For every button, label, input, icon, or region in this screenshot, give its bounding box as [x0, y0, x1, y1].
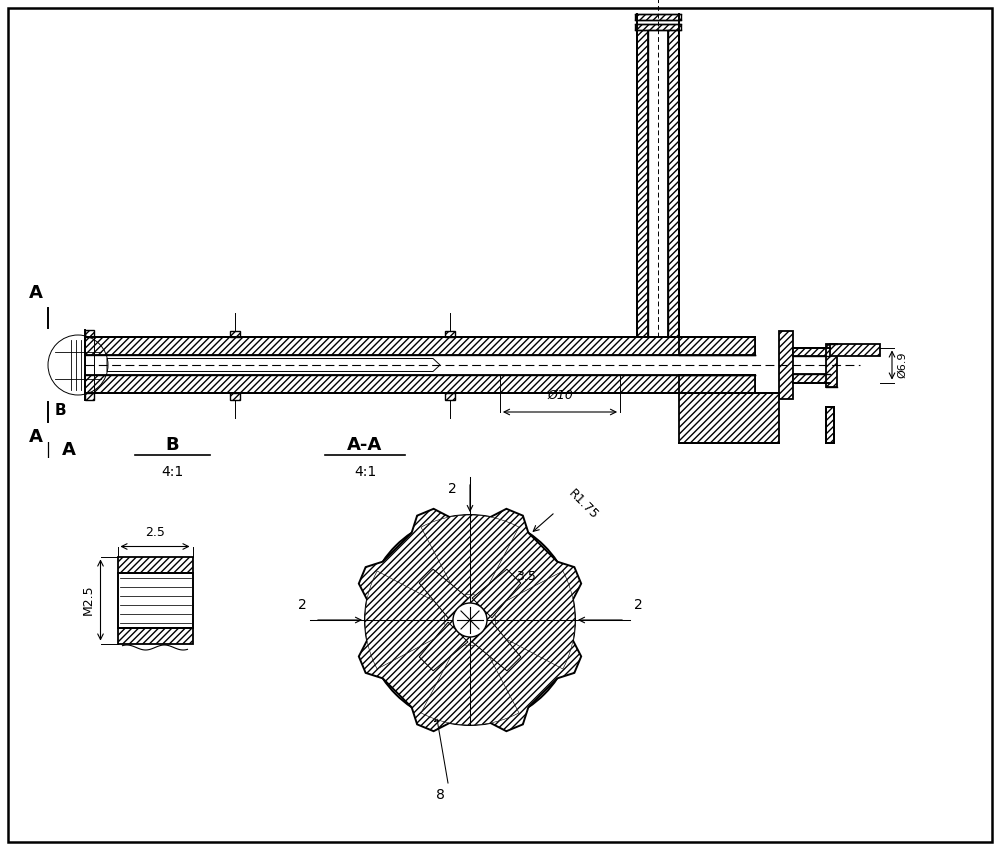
Circle shape — [365, 515, 575, 725]
Polygon shape — [826, 407, 834, 443]
Polygon shape — [779, 331, 793, 399]
Text: M2.5: M2.5 — [82, 585, 94, 615]
Text: 4:1: 4:1 — [161, 465, 183, 479]
Polygon shape — [635, 24, 681, 30]
Text: R1.75: R1.75 — [565, 486, 600, 522]
Text: A: A — [62, 441, 76, 459]
Text: B: B — [55, 403, 67, 417]
Polygon shape — [419, 622, 468, 671]
Bar — [118, 573, 192, 627]
Polygon shape — [830, 343, 880, 356]
Polygon shape — [472, 570, 521, 618]
Text: 3.5: 3.5 — [516, 570, 536, 583]
Text: 2: 2 — [634, 598, 642, 612]
Text: 2: 2 — [298, 598, 306, 612]
Polygon shape — [118, 627, 192, 643]
Polygon shape — [118, 557, 192, 573]
Polygon shape — [637, 30, 648, 337]
Polygon shape — [419, 570, 468, 618]
Polygon shape — [421, 643, 519, 725]
Polygon shape — [472, 622, 521, 671]
Polygon shape — [359, 509, 581, 731]
Polygon shape — [365, 571, 447, 669]
Text: 2: 2 — [448, 482, 456, 496]
Text: Ø6.9: Ø6.9 — [897, 352, 907, 378]
Polygon shape — [85, 375, 755, 393]
Polygon shape — [668, 30, 679, 337]
Text: B: B — [165, 436, 179, 454]
Polygon shape — [230, 393, 240, 400]
Polygon shape — [793, 374, 830, 382]
Polygon shape — [826, 343, 837, 387]
Text: 8: 8 — [436, 788, 444, 802]
Polygon shape — [679, 393, 779, 443]
Polygon shape — [85, 337, 755, 355]
Text: A: A — [29, 284, 43, 302]
Text: A-A: A-A — [347, 436, 383, 454]
Circle shape — [453, 603, 487, 637]
Polygon shape — [493, 571, 575, 669]
Polygon shape — [445, 393, 455, 400]
Polygon shape — [85, 330, 94, 337]
Text: |: | — [45, 442, 51, 458]
Text: 2.5: 2.5 — [145, 526, 165, 540]
Polygon shape — [445, 331, 455, 337]
Text: 4:1: 4:1 — [354, 465, 376, 479]
Text: Ø10: Ø10 — [547, 389, 573, 402]
Polygon shape — [85, 393, 94, 400]
Polygon shape — [793, 348, 830, 356]
Polygon shape — [679, 337, 755, 355]
Polygon shape — [635, 14, 681, 20]
Polygon shape — [230, 331, 240, 337]
Polygon shape — [421, 515, 519, 598]
Text: A: A — [29, 428, 43, 446]
Polygon shape — [679, 375, 755, 393]
